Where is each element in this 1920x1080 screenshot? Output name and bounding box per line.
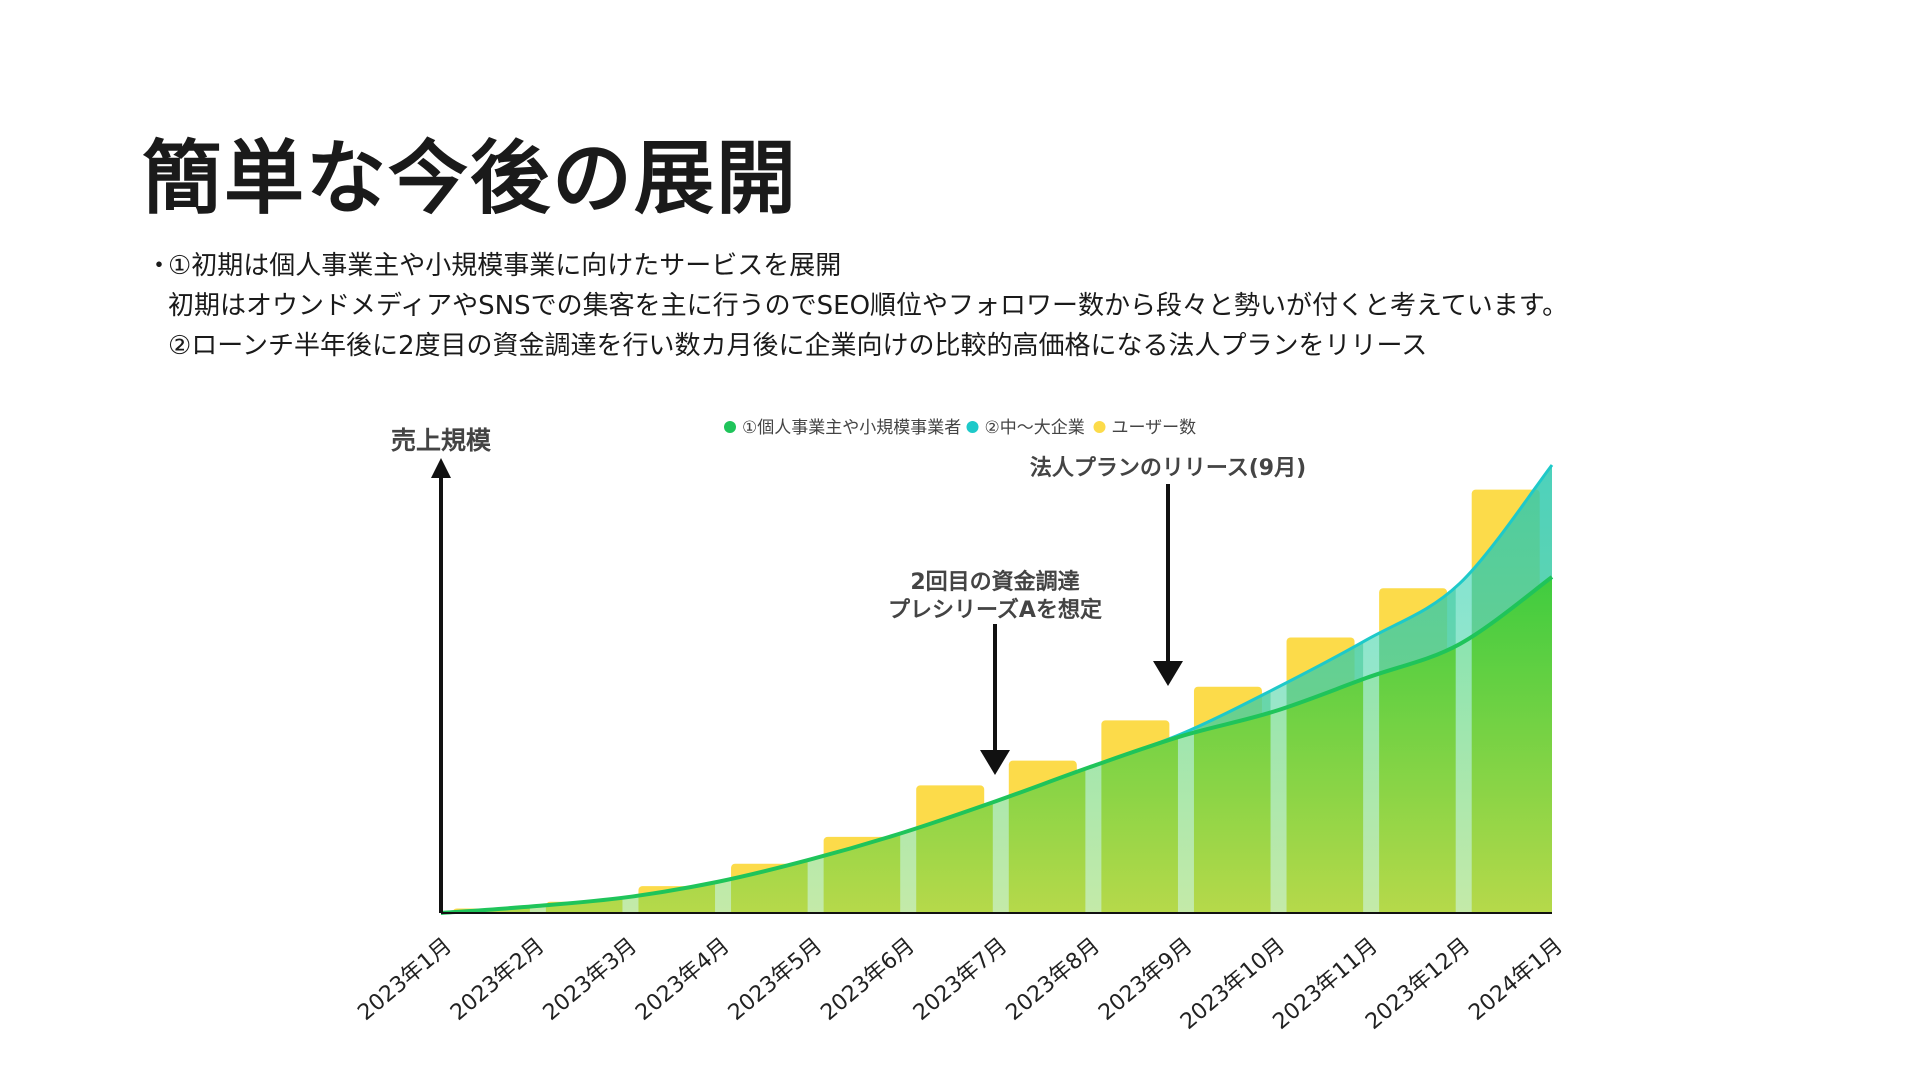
x-tick-label: 2023年3月 [539,933,642,1025]
bullet-text: ①初期は個人事業主や小規模事業に向けたサービスを展開 [168,251,842,281]
annotation-text: プレシリーズAを想定 [888,597,1102,623]
annotations: 2回目の資金調達 プレシリーズAを想定 法人プランのリリース(9月) [888,456,1306,775]
bullet-list: ・ ①初期は個人事業主や小規模事業に向けたサービスを展開 初期はオウンドメディア… [142,246,1568,366]
legend-label: ①個人事業主や小規模事業者 [742,418,961,438]
x-tick-label: 2023年1月 [353,933,456,1025]
column-gap [1270,465,1287,913]
column-gap [715,465,732,913]
growth-chart: 売上規模 2023年1月2023年2月2023年3月2023年4月2023年5月… [353,418,1567,1035]
column-gap [807,465,824,913]
legend-swatch [966,421,979,433]
y-axis-label: 売上規模 [391,426,492,455]
bullet-item: 初期はオウンドメディアやSNSでの集客を主に行うのでSEO順位やフォロワー数から… [142,286,1568,326]
column-gap [622,465,639,913]
bullet-text: ②ローンチ半年後に2度目の資金調達を行い数カ月後に企業向けの比較的高価格になる法… [168,331,1428,361]
x-tick-label: 2023年4月 [631,933,734,1025]
x-tick-label: 2023年7月 [909,933,1012,1025]
x-tick-label: 2023年5月 [724,933,827,1025]
page-title: 簡単な今後の展開 [142,132,798,225]
axis-layer: 売上規模 [391,426,1552,914]
x-tick-label: 2024年1月 [1464,933,1567,1025]
bullet-marker: ・ [146,251,173,281]
column-gap [1455,465,1472,913]
column-gap [1177,465,1194,913]
legend: ①個人事業主や小規模事業者 ②中〜大企業 ユーザー数 [724,418,1196,438]
legend-swatch [724,421,736,433]
column-gap [1085,465,1102,913]
annotation-text: 法人プランのリリース(9月) [1030,456,1306,481]
legend-swatch [1093,421,1106,433]
bullet-item: ・ ①初期は個人事業主や小規模事業に向けたサービスを展開 [142,246,1568,286]
line-layer [440,464,1554,915]
x-tick-label: 2023年8月 [1002,933,1105,1025]
arrow-down-icon [980,750,1010,775]
legend-label: ユーザー数 [1112,418,1197,438]
annotation-text: 2回目の資金調達 [910,569,1079,595]
column-gap [529,465,546,913]
y-axis-arrow-icon [431,458,451,478]
arrow-down-icon [1153,661,1183,686]
x-tick-label: 2023年6月 [816,933,919,1025]
line-series-individual [440,575,1554,915]
bullet-item: ②ローンチ半年後に2度目の資金調達を行い数カ月後に企業向けの比較的高価格になる法… [142,326,1568,366]
legend-label: ②中〜大企業 [985,418,1085,438]
x-tick-labels: 2023年1月2023年2月2023年3月2023年4月2023年5月2023年… [353,933,1567,1034]
x-tick-label: 2023年2月 [446,933,549,1025]
bullet-text: 初期はオウンドメディアやSNSでの集客を主に行うのでSEO順位やフォロワー数から… [168,291,1569,321]
column-gap [900,465,917,913]
